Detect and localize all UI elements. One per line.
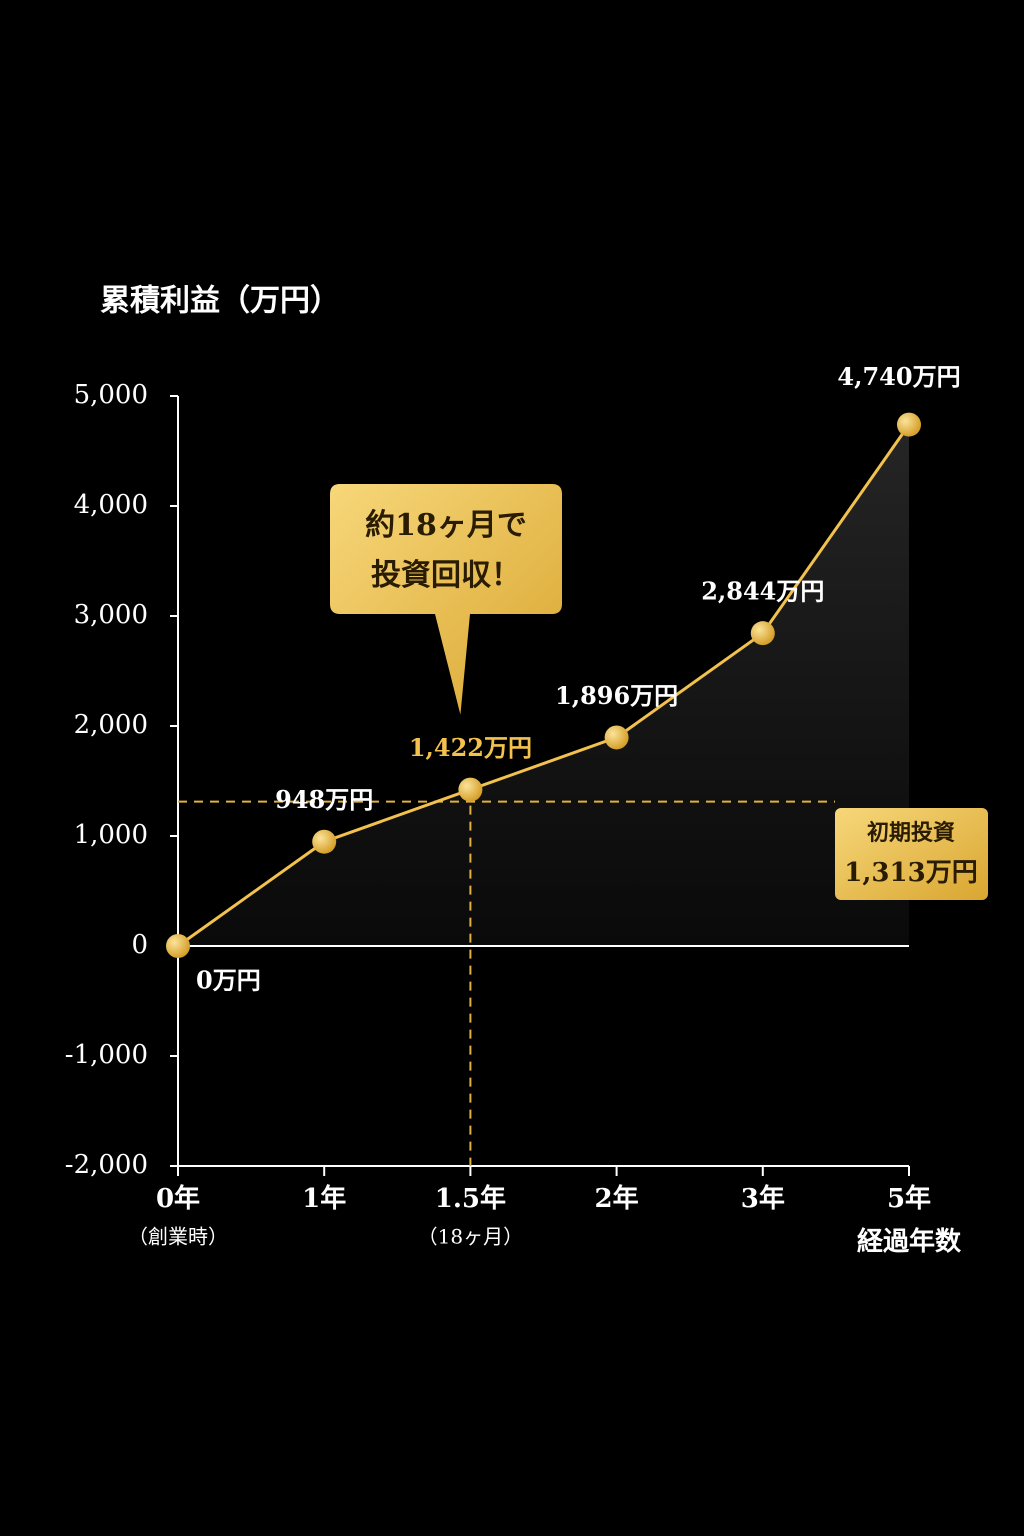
x-tick-label: 5年 [887,1183,931,1214]
x-tick-label: 3年 [741,1183,785,1214]
point [750,621,775,646]
x-axis-title: 経過年数 [857,1226,962,1257]
value-label: 1,422万円 [409,733,532,762]
y-tick-label: 5,000 [74,380,148,410]
x-sublabel: （18ヶ月） [418,1225,523,1249]
y-tick-label: 2,000 [74,710,148,740]
reference-label: 初期投資 [867,820,955,846]
reference-box [835,808,988,900]
x-tick-label: 1年 [302,1183,346,1214]
point [897,412,921,437]
y-tick-label: 0 [131,930,148,960]
area-fill [178,424,909,947]
x-sublabel: （創業時） [128,1225,228,1249]
y-tick-label: 1,000 [74,820,148,850]
value-label: 2,844万円 [701,577,824,606]
x-tick-label: 0年 [156,1183,200,1214]
point [458,777,483,802]
point [604,725,629,750]
point [312,829,337,854]
y-tick-label: -2,000 [65,1150,148,1180]
callout-box [330,484,562,715]
callout-text: 投資回収！ [371,558,521,593]
y-tick-label: 4,000 [74,490,148,520]
value-label: 4,740万円 [837,362,960,391]
x-tick-label: 2年 [595,1183,639,1214]
callout-text: 約18ヶ月で [365,508,527,543]
reference-label: 1,313万円 [844,858,977,888]
value-label: 1,896万円 [555,681,678,710]
line [177,423,911,948]
y-tick-label: -1,000 [65,1040,148,1070]
chart-title: 累積利益（万円） [100,284,340,319]
point [166,934,190,958]
y-tick-label: 3,000 [74,600,148,630]
value-label: 948万円 [275,785,373,814]
x-tick-label: 1.5年 [435,1183,506,1214]
value-label: 0万円 [196,966,261,995]
